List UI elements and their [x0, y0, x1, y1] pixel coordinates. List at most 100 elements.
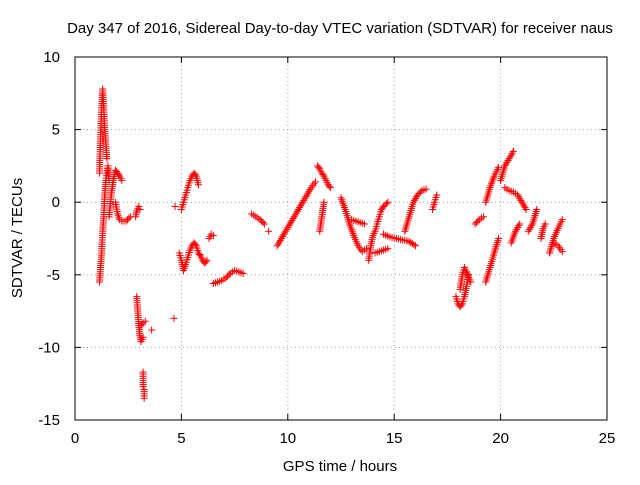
x-tick-label: 15	[386, 430, 403, 447]
data-point	[281, 229, 289, 237]
data-point	[464, 272, 472, 280]
data-point	[525, 225, 533, 233]
data-point	[524, 227, 532, 235]
data-point	[259, 219, 267, 227]
data-point	[170, 314, 178, 322]
chart-title: Day 347 of 2016, Sidereal Day-to-day VTE…	[67, 20, 613, 37]
data-point	[123, 216, 131, 224]
data-point	[558, 216, 566, 224]
data-point	[494, 235, 502, 242]
data-point	[136, 205, 144, 213]
data-point	[363, 245, 371, 253]
data-point	[384, 245, 392, 253]
plot-frame	[74, 56, 608, 421]
data-point	[494, 163, 502, 171]
data-point	[256, 216, 264, 224]
data-point	[202, 258, 210, 266]
data-point	[411, 242, 419, 250]
data-point	[311, 178, 319, 186]
y-tick-label: -10	[38, 339, 60, 356]
data-point	[508, 149, 516, 157]
data-point	[258, 217, 266, 225]
data-point	[239, 269, 247, 277]
data-point	[511, 227, 519, 235]
data-point	[509, 147, 517, 155]
data-point	[526, 224, 534, 232]
data-point	[301, 195, 309, 203]
data-point	[274, 240, 282, 248]
data-point	[140, 394, 148, 402]
data-point	[209, 232, 217, 240]
data-point	[422, 185, 430, 193]
data-point	[282, 227, 290, 235]
data-point	[288, 216, 296, 224]
data-point	[103, 155, 111, 163]
data-point	[415, 189, 423, 197]
data-point	[474, 217, 482, 225]
data-point	[300, 196, 308, 204]
data-point	[480, 213, 488, 221]
data-point	[503, 158, 511, 166]
data-point	[513, 225, 521, 233]
data-point	[411, 195, 419, 203]
data-point	[384, 198, 392, 206]
y-tick-label: 0	[52, 194, 60, 211]
data-point	[191, 240, 199, 248]
data-point	[381, 201, 389, 209]
data-point	[114, 212, 122, 220]
data-point	[224, 272, 232, 280]
data-point	[472, 219, 480, 227]
data-point	[302, 193, 310, 201]
data-point	[517, 196, 525, 204]
data-point	[222, 274, 230, 282]
data-point	[505, 155, 513, 163]
grid-lines	[75, 57, 607, 420]
data-point	[139, 333, 147, 341]
data-point	[533, 205, 541, 213]
data-point	[118, 176, 126, 184]
data-points	[95, 85, 566, 402]
data-point	[260, 220, 268, 228]
data-point	[326, 184, 334, 192]
data-point	[504, 156, 512, 164]
data-point	[410, 196, 418, 204]
data-point	[558, 248, 566, 256]
data-point	[225, 271, 233, 279]
data-point	[507, 151, 515, 159]
data-point	[278, 233, 286, 241]
data-point	[289, 215, 297, 223]
data-point	[325, 182, 333, 190]
tick-labels: 0 5 10 15 20 25 -15 -10 -5 0 5 10	[38, 49, 615, 447]
data-point	[293, 207, 301, 215]
data-point	[125, 214, 133, 222]
data-point	[115, 171, 123, 179]
data-point	[287, 218, 295, 226]
data-point	[514, 224, 522, 232]
data-point	[410, 241, 418, 249]
data-point	[297, 202, 305, 210]
data-point	[433, 191, 441, 199]
data-point	[319, 171, 327, 179]
x-tick-label: 0	[71, 430, 79, 447]
data-point	[518, 198, 526, 206]
y-tick-label: -5	[47, 267, 60, 284]
data-point	[414, 191, 422, 199]
data-point	[139, 383, 147, 391]
data-point	[467, 278, 475, 286]
data-point	[315, 163, 323, 171]
data-point	[171, 203, 179, 211]
data-point	[516, 220, 524, 228]
x-tick-label: 20	[492, 430, 509, 447]
data-point	[416, 188, 424, 196]
data-point	[541, 220, 549, 228]
data-point	[194, 181, 202, 189]
data-point	[280, 231, 288, 239]
data-point	[303, 191, 311, 199]
data-point	[276, 236, 284, 244]
data-point	[457, 301, 465, 309]
data-point	[506, 153, 514, 161]
y-tick-label: 10	[43, 49, 60, 66]
data-point	[291, 211, 299, 219]
